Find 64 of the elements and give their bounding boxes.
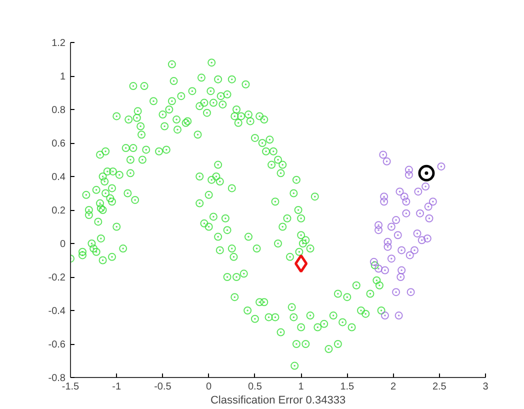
point [422,182,430,191]
point [404,170,413,179]
point [396,188,404,196]
point [380,266,389,274]
point [428,198,437,206]
point [406,251,414,260]
point [424,202,432,211]
point [394,231,402,240]
point [418,236,426,244]
point [413,229,422,238]
x-axis-title: Classification Error 0.34333 [210,394,346,406]
point [382,157,391,166]
point [402,209,410,218]
point [380,198,388,206]
point [396,273,405,281]
x-tick-label: -1.5 [62,382,80,392]
x-tick-label: 1 [298,382,304,392]
point [402,198,410,206]
y-tick-label: 0.8 [52,105,66,116]
x-tick-label: 0.5 [248,382,262,392]
x-tick-label: -0.5 [154,382,172,392]
x-tick-label: 2.5 [432,382,447,392]
y-tick-label: -0.2 [48,272,66,284]
x-tick-label: 0 [206,382,212,392]
point [404,166,413,174]
point [400,192,408,201]
point [398,246,406,254]
point [406,288,415,296]
point [414,188,422,196]
y-tick-label: -0.6 [48,340,66,350]
point [379,150,388,159]
point [374,221,383,230]
point [374,264,383,273]
point [380,312,389,320]
point [437,162,446,170]
y-tick-label: 0.6 [52,138,66,150]
point [392,216,400,224]
point [370,258,378,266]
point [392,288,400,296]
point [416,209,424,218]
point [294,254,308,273]
x-tick-label: 1.5 [340,382,355,392]
point [387,222,396,231]
y-tick-label: 0.2 [52,206,66,216]
point [410,246,418,254]
point [398,266,406,274]
y-tick-label: 0 [60,239,66,250]
y-tick-label: 1.2 [52,38,66,49]
y-tick-label: -0.4 [48,306,66,317]
point [387,254,396,263]
point [418,164,435,182]
point [380,192,388,201]
y-tick-label: 0.4 [52,172,66,183]
point [374,226,383,234]
x-tick-label: -1 [112,382,122,392]
point [425,214,434,222]
y-tick-label: 1 [60,72,66,82]
x-tick-label: 3 [482,382,489,392]
point [384,242,392,251]
point [394,312,403,320]
point [423,234,432,242]
x-tick-label: 2 [390,382,396,392]
y-tick-label: -0.8 [48,373,66,384]
point [384,238,392,246]
